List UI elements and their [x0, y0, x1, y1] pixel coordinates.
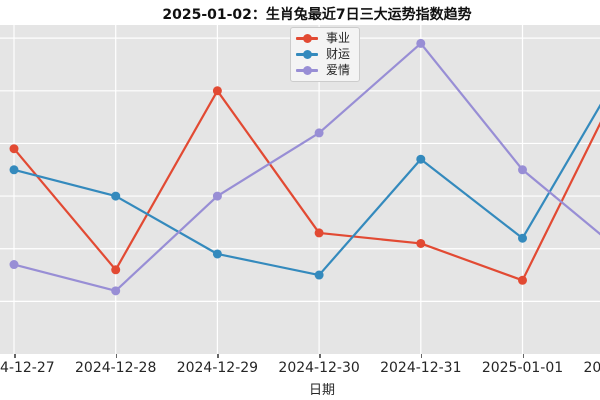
legend-item-love: 爱情 — [296, 63, 350, 78]
legend-item-label: 事业 — [326, 31, 351, 45]
legend-item-career: 事业 — [296, 31, 350, 46]
x-tick-label: 2024-12-27 — [0, 360, 55, 376]
legend-item-wealth: 财运 — [296, 47, 350, 62]
chart-canvas — [0, 25, 600, 354]
love-line-marker-icon — [296, 66, 318, 75]
x-tick-label: 2024-12-28 — [75, 360, 157, 376]
legend: 事业 财运 爱情 — [290, 27, 361, 82]
legend-item-label: 爱情 — [326, 63, 351, 77]
x-tick-label: 2024-12-30 — [278, 360, 360, 376]
wealth-line-marker-icon — [296, 50, 318, 59]
x-axis-label: 日期 — [308, 383, 336, 398]
x-tick-label: 2025-01-01 — [481, 360, 564, 376]
career-line-marker-icon — [296, 34, 318, 43]
x-tick-label: 2025-01-02 — [583, 360, 600, 376]
legend-item-label: 财运 — [326, 47, 351, 61]
chart-title: 2025-01-02：生肖兔最近7日三大运势指数趋势 — [162, 7, 472, 23]
x-tick-label: 2024-12-29 — [176, 360, 259, 376]
x-tick-label: 2024-12-31 — [380, 360, 462, 376]
